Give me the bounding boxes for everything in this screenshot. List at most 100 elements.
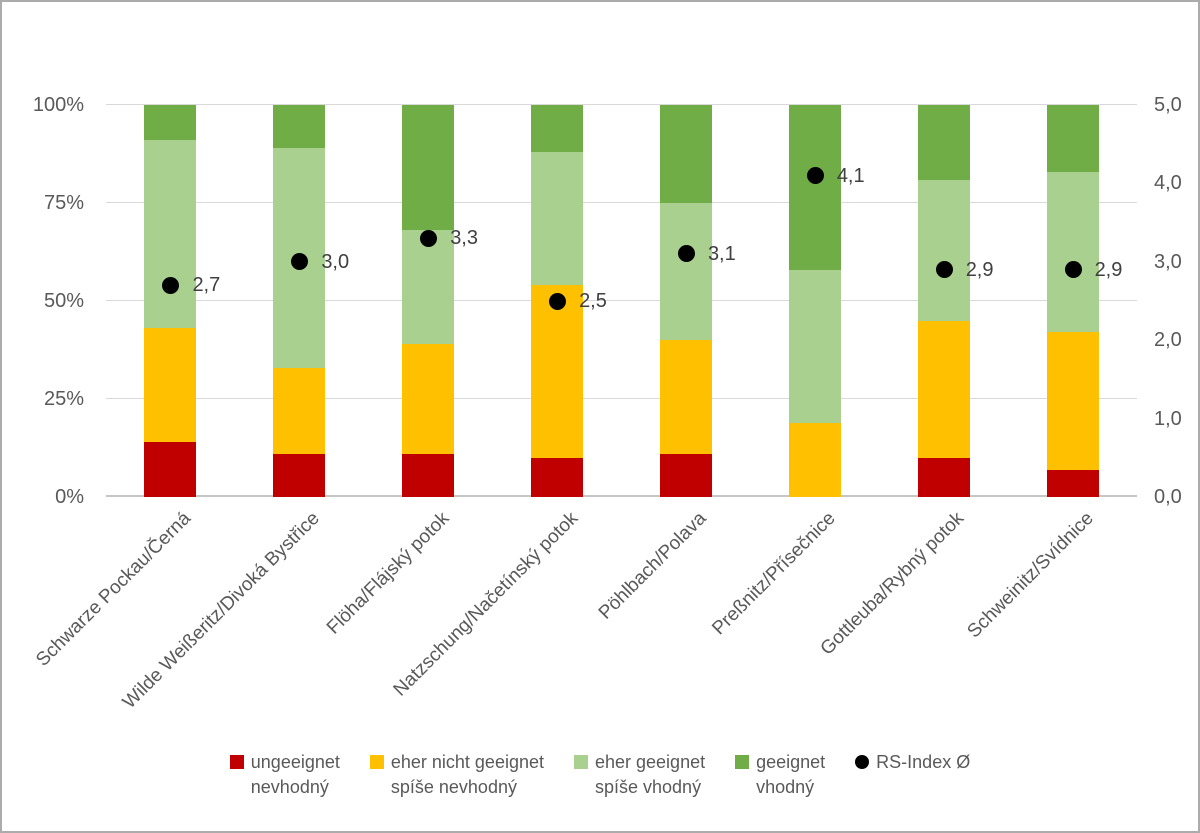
right-axis-tick: 4,0	[1154, 172, 1182, 195]
bar-segment-ungeeignet	[144, 442, 197, 497]
legend-label-line: geeignet	[756, 752, 826, 772]
legend-label-line: spíše nevhodný	[390, 777, 517, 797]
bar-segment-geeignet	[402, 105, 455, 231]
bar-segment-geeignet	[531, 105, 584, 153]
bar-segment-eher-nicht-geeignet	[144, 328, 197, 443]
rs-index-value: 3,0	[321, 250, 350, 273]
rs-index-value: 2,9	[1094, 258, 1123, 281]
bar-segment-eher-geeignet	[402, 230, 455, 345]
stacked-bar	[273, 105, 326, 497]
rs-index-dot	[677, 245, 695, 263]
bar-group: 2,7 Schwarze Pockau/Černá	[33, 105, 235, 671]
legend-square-icon	[574, 755, 588, 769]
legend-label-line: eher geeignet	[595, 752, 706, 772]
right-axis-tick: 2,0	[1154, 329, 1182, 352]
bar-group: 2,9 Schweinitz/Svídnice	[963, 105, 1137, 642]
bar-segment-ungeeignet	[402, 453, 455, 497]
bar-segment-ungeeignet	[531, 457, 584, 497]
gridline	[106, 104, 1137, 105]
bar-segment-eher-geeignet	[531, 152, 584, 286]
bar-segment-eher-nicht-geeignet	[659, 340, 712, 454]
legend-label: eher geeignet spíše vhodný	[595, 750, 705, 800]
rs-index-value: 3,3	[450, 227, 478, 250]
bar-segment-eher-nicht-geeignet	[531, 285, 584, 458]
rs-index-dot	[420, 229, 438, 247]
legend-item-ungeeignet: ungeeignet nevhodný	[229, 750, 340, 800]
left-axis-tick: 25%	[43, 388, 84, 410]
bar-segment-geeignet	[144, 105, 197, 141]
bar-segment-ungeeignet	[659, 453, 712, 497]
rs-index-value: 2,7	[192, 274, 221, 297]
x-axis-line	[106, 495, 1137, 497]
legend: ungeeignet nevhodný eher nicht geeignet spí…	[2, 750, 1198, 800]
rs-index-dot	[291, 253, 309, 271]
legend-label-line: eher nicht geeignet	[390, 752, 544, 772]
stacked-bar	[531, 105, 584, 497]
rs-index-value: 2,5	[579, 290, 607, 312]
bar-segment-geeignet	[273, 105, 326, 149]
bar-segment-geeignet	[788, 105, 841, 270]
left-axis-tick: 75%	[43, 192, 84, 214]
rs-index-dot	[1064, 261, 1082, 279]
gridline	[106, 202, 1137, 203]
right-axis-tick: 0,0	[1154, 486, 1182, 508]
bar-segment-eher-nicht-geeignet	[1046, 332, 1099, 470]
rs-index-value: 4,1	[836, 164, 865, 187]
left-axis-tick: 100%	[32, 94, 84, 116]
category-label: Flöha/Flájský potok	[322, 508, 454, 639]
bar-segment-eher-geeignet	[788, 269, 841, 423]
rs-index-value: 3,1	[707, 242, 736, 265]
legend-label: RS-Index Ø	[876, 750, 970, 775]
bar-group: 3,3 Flöha/Flájský potok	[322, 105, 493, 639]
bar-segment-eher-nicht-geeignet	[917, 320, 970, 458]
legend-item-eher-nicht-geeignet: eher nicht geeignet spíše nevhodný	[369, 750, 544, 800]
category-label: Pöhlbach/Polava	[595, 508, 711, 624]
plot-area: 2,7 Schwarze Pockau/Černá 3,0 Wilde Weißeri…	[33, 104, 1137, 713]
right-axis-tick: 1,0	[1154, 407, 1182, 430]
bar-segment-eher-geeignet	[917, 179, 970, 321]
category-label: Schweinitz/Svídnice	[963, 508, 1098, 643]
stacked-bar	[788, 105, 841, 497]
legend-item-rs-index: RS-Index Ø	[855, 750, 970, 775]
right-axis-tick: 3,0	[1154, 250, 1182, 273]
legend-label: eher nicht geeignet spíše nevhodný	[391, 750, 544, 800]
bar-segment-geeignet	[1046, 105, 1099, 172]
legend-label: ungeeignet nevhodný	[251, 750, 340, 800]
bar-segment-eher-nicht-geeignet	[402, 344, 455, 454]
legend-square-icon	[229, 755, 244, 769]
legend-label-line: ungeeignet	[250, 752, 340, 772]
stacked-bar	[144, 105, 197, 497]
rs-index-dot	[935, 261, 953, 279]
rs-index-dot	[806, 167, 824, 185]
bar-group: 3,0 Wilde Weißeritz/Divoká Bystřice	[119, 105, 364, 713]
legend-label-line: spíše vhodný	[595, 777, 702, 797]
legend-item-geeignet: geeignet vhodný	[735, 750, 825, 800]
stacked-bar	[659, 105, 712, 497]
left-axis-tick: 50%	[43, 290, 84, 312]
left-axis-tick: 0%	[55, 486, 84, 508]
gridline	[106, 398, 1137, 399]
legend-square-icon	[369, 755, 384, 769]
rs-index-dot	[162, 276, 180, 294]
bar-segment-eher-geeignet	[144, 140, 197, 329]
category-label: Gottleuba/Rybný potok	[817, 508, 969, 660]
stacked-bar	[402, 105, 455, 497]
category-label: Preßnitz/Přísečnice	[708, 508, 840, 640]
bar-segment-geeignet	[659, 105, 712, 204]
bar-group: 2,5 Natzschung/Načetínský potok	[389, 105, 622, 701]
stacked-bar	[917, 105, 970, 497]
bar-segment-eher-geeignet	[1046, 171, 1099, 333]
gridline	[106, 300, 1137, 301]
bar-segment-eher-geeignet	[659, 203, 712, 341]
legend-item-eher-geeignet: eher geeignet spíše vhodný	[574, 750, 705, 800]
bar-group: 2,9 Gottleuba/Rybný potok	[817, 105, 1008, 660]
bar-segment-ungeeignet	[273, 453, 326, 497]
bar-segment-eher-nicht-geeignet	[273, 367, 326, 454]
legend-label: geeignet vhodný	[756, 750, 825, 800]
legend-label-line: RS-Index Ø	[876, 752, 971, 772]
bar-segment-ungeeignet	[1046, 469, 1099, 497]
stacked-bar	[1046, 105, 1099, 497]
legend-square-icon	[735, 755, 750, 769]
rs-index-value: 2,9	[965, 258, 994, 281]
legend-dot-icon	[855, 755, 870, 769]
